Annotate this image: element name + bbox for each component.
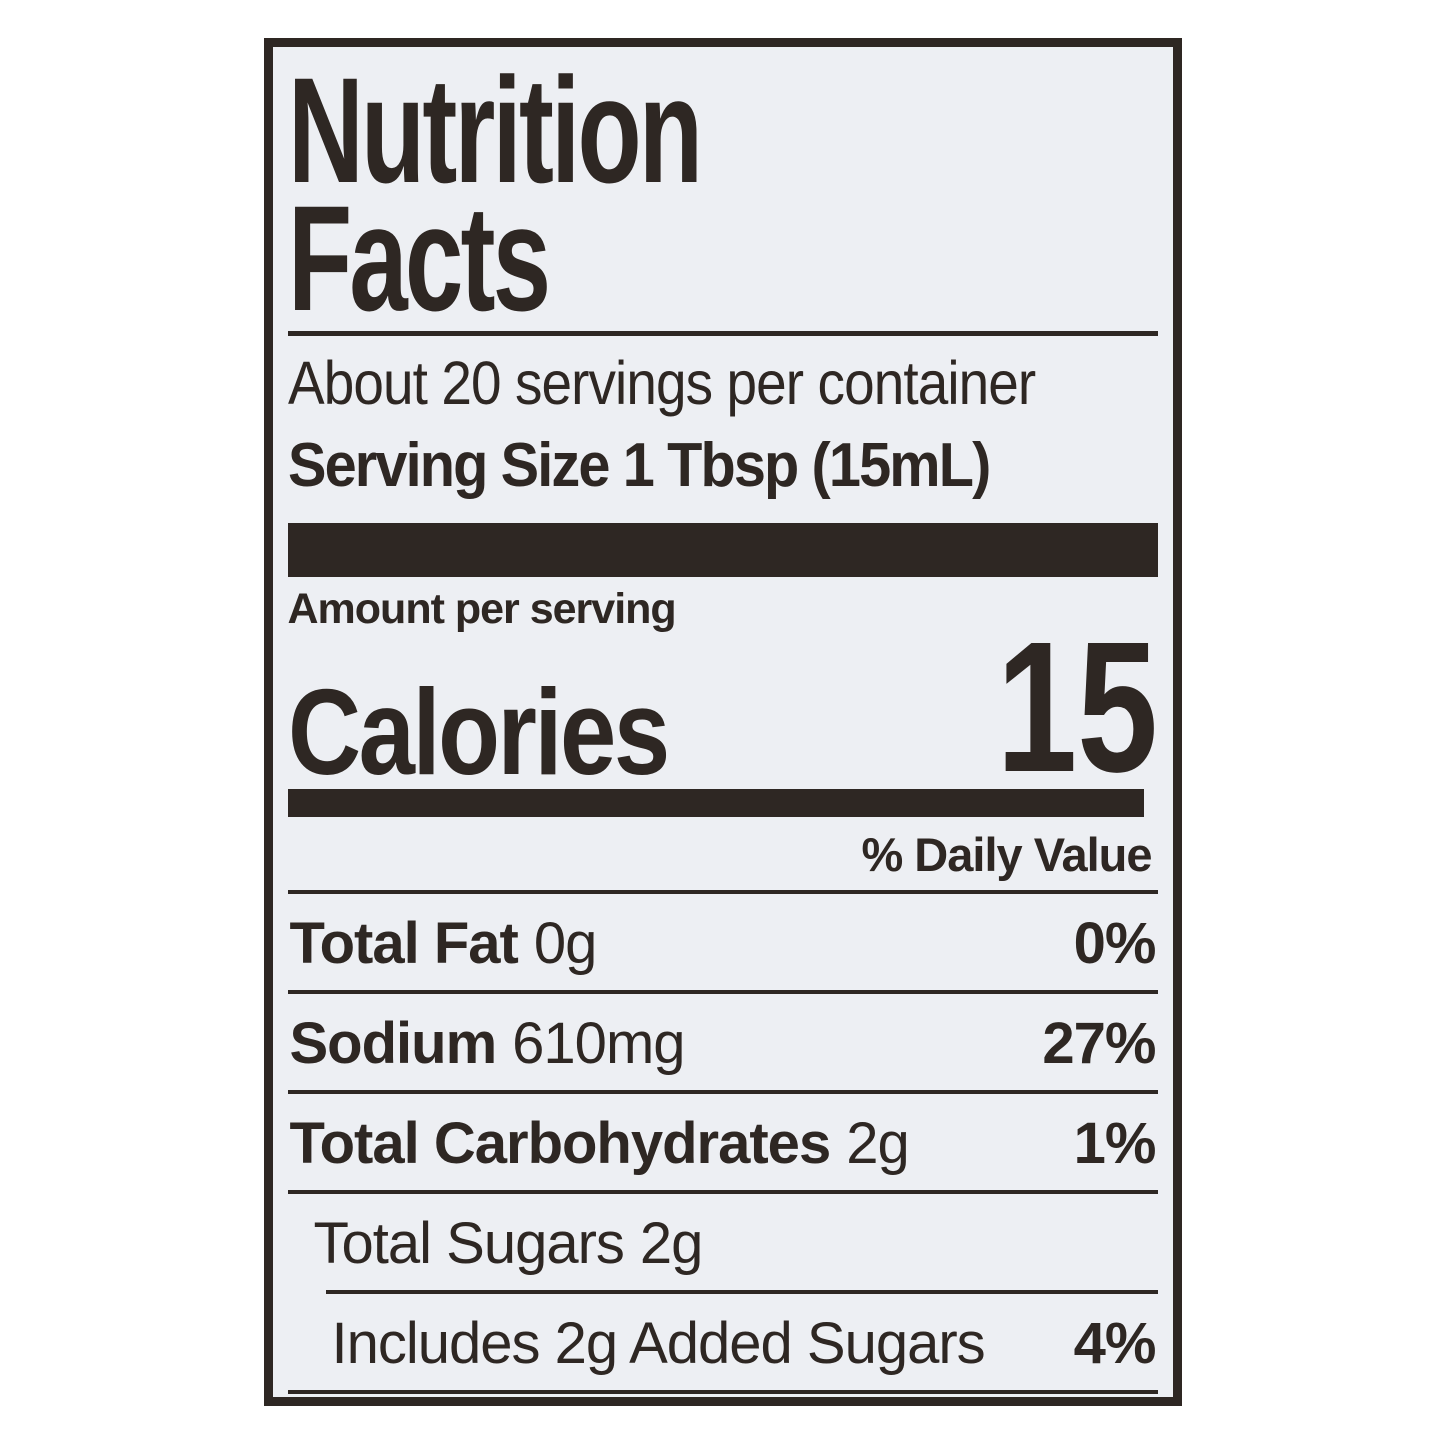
calories-row: Calories 15 — [287, 604, 1158, 811]
divider — [287, 1090, 1158, 1095]
nutrient-row-total-fat: Total Fat 0g 0% — [288, 894, 1158, 990]
thick-separator-bar — [287, 523, 1158, 577]
medium-separator-bar — [287, 789, 1144, 818]
divider — [287, 890, 1158, 895]
servings-per-container: About 20 servings per container — [287, 349, 1036, 417]
divider — [287, 1390, 1158, 1395]
nutrient-name: Total Carbohydrates — [289, 1111, 832, 1177]
nutrient-daily-value: 0% — [1073, 911, 1157, 977]
nutrient-row-total-sugars: Total Sugars 2g — [288, 1194, 1158, 1290]
nutrient-amount: 2g — [846, 1111, 910, 1177]
nutrition-facts-label: Nutrition Facts About 20 servings per co… — [263, 38, 1182, 1406]
divider — [287, 1190, 1158, 1195]
nutrient-name: Sodium — [289, 1011, 498, 1077]
nutrient-daily-value: 27% — [1042, 1011, 1156, 1077]
calories-value: 15 — [996, 604, 1158, 811]
divider-indented — [325, 1290, 1158, 1295]
label-title: Nutrition Facts — [287, 46, 703, 342]
nutrient-row-added-sugars: Includes 2g Added Sugars 4% — [288, 1294, 1158, 1390]
nutrient-row-protein: Protein<1g — [288, 1394, 1158, 1397]
nutrient-amount: 2g — [639, 1211, 704, 1277]
calories-label: Calories — [287, 663, 670, 800]
serving-size: Serving Size 1 Tbsp (15mL) — [287, 431, 991, 500]
amount-per-serving-label: Amount per serving — [287, 585, 677, 633]
nutrient-name: Includes 2g Added Sugars — [331, 1311, 986, 1377]
nutrient-row-total-carbohydrates: Total Carbohydrates 2g 1% — [288, 1094, 1158, 1190]
nutrient-daily-value: 4% — [1073, 1311, 1157, 1377]
divider — [287, 990, 1158, 995]
nutrient-daily-value: 1% — [1073, 1111, 1157, 1177]
nutrient-name: Total Fat — [289, 911, 519, 977]
divider — [287, 331, 1158, 336]
nutrient-amount: 0g — [533, 911, 598, 977]
nutrient-row-sodium: Sodium 610mg 27% — [288, 994, 1158, 1090]
nutrient-amount: 610mg — [512, 1011, 685, 1077]
nutrient-name: Total Sugars — [313, 1211, 625, 1277]
daily-value-header: % Daily Value — [861, 828, 1152, 882]
